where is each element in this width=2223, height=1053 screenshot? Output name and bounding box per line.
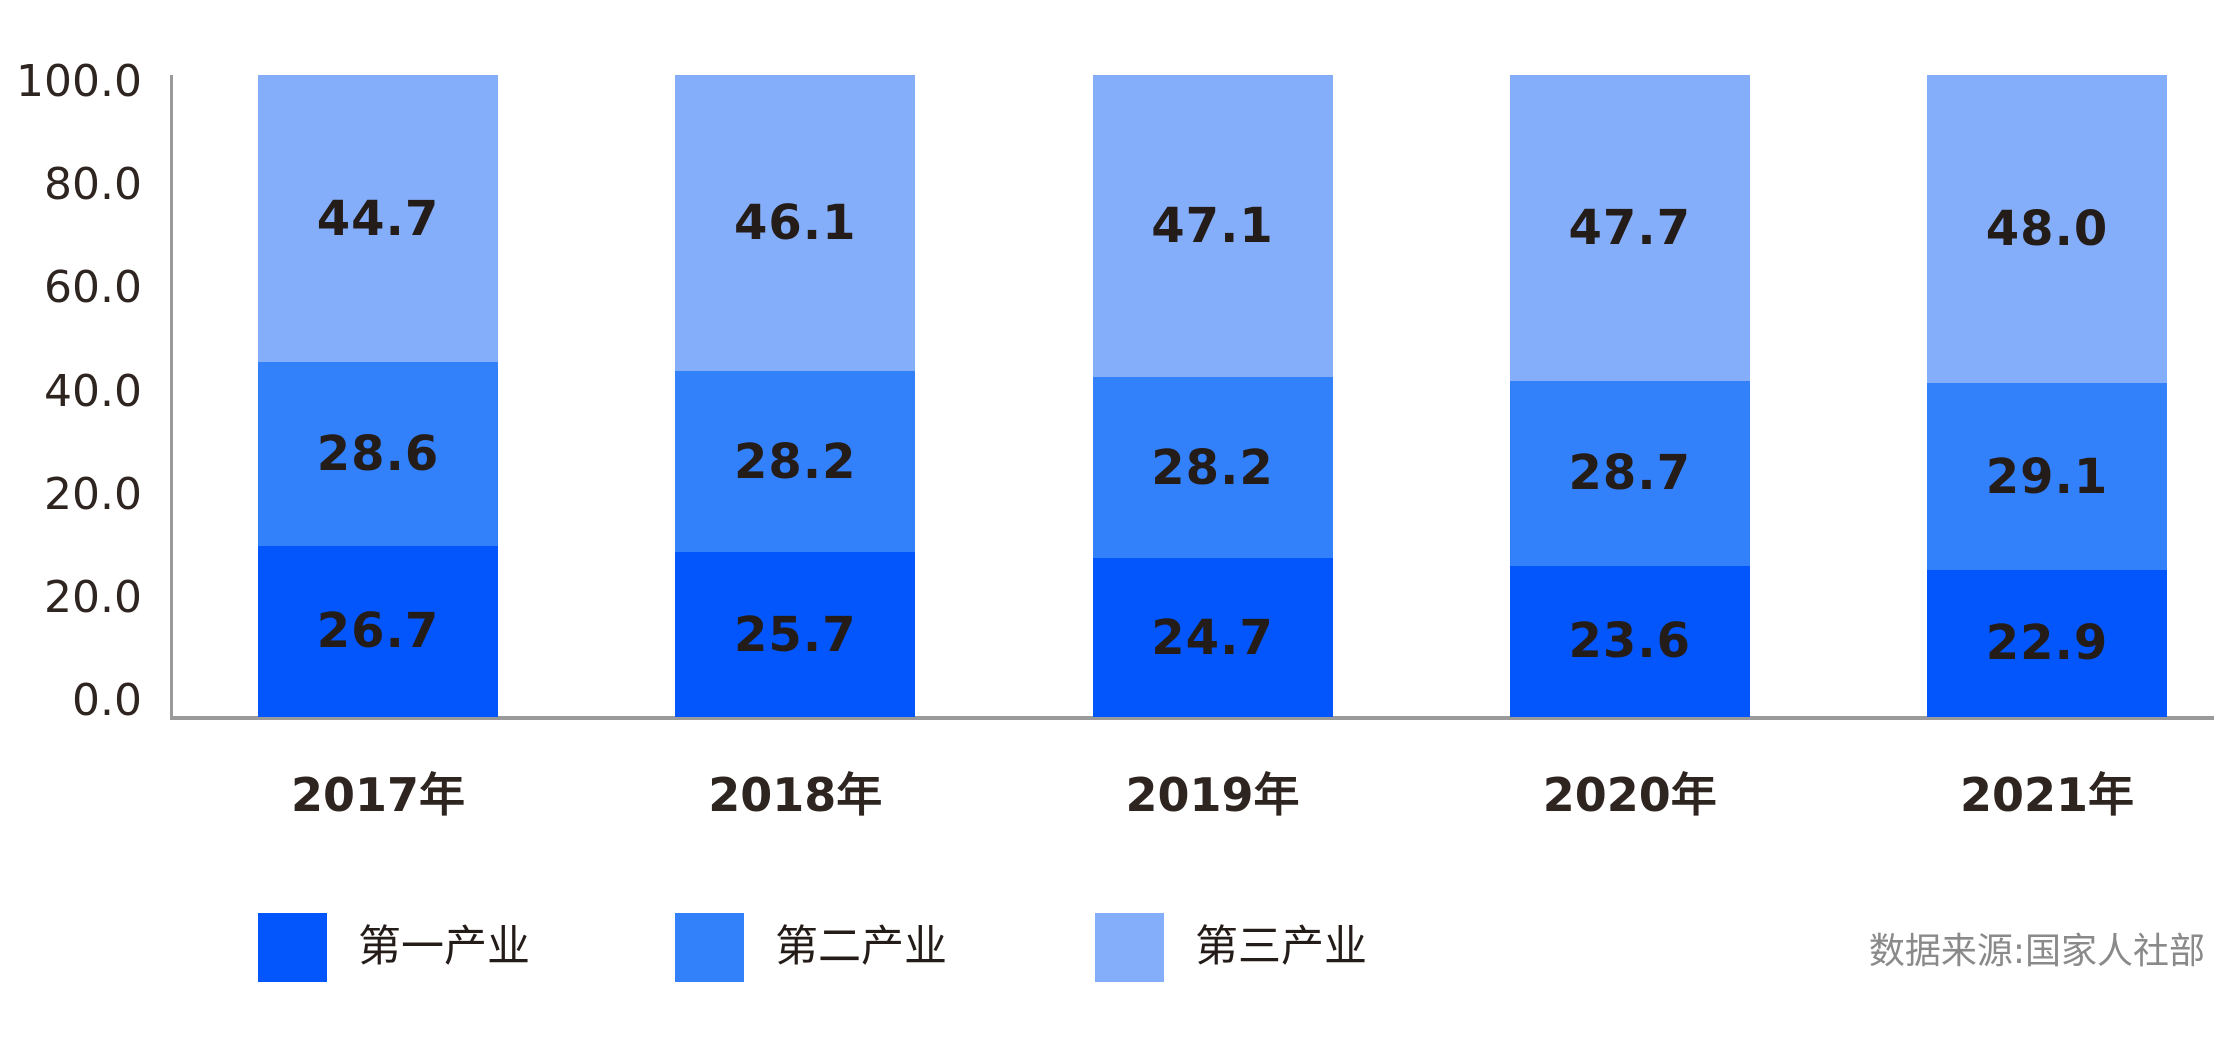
- bar-2020年: 23.6 28.7 47.7: [1509, 75, 1750, 717]
- bar-segment-第二产业: 28.2: [675, 370, 916, 553]
- bar-segment-第二产业: 29.1: [1927, 383, 2167, 570]
- bar-segment-第三产业: 44.7: [258, 75, 498, 362]
- bar-value-label: 24.7: [1151, 609, 1274, 666]
- bar-value-label: 23.6: [1568, 613, 1691, 670]
- plot-area: 26.7 28.6 44.7 25.7 28.2 46.1 24.7 28.2 47.1 23.6…: [170, 75, 2214, 720]
- bar-segment-第一产业: 26.7: [258, 545, 498, 717]
- bar-value-label: 25.7: [734, 606, 857, 663]
- legend-swatch-icon: [258, 912, 327, 982]
- y-axis-tick: 100.0: [16, 56, 142, 107]
- x-axis-tick: 2018年: [708, 768, 883, 822]
- y-axis-tick: 20.0: [44, 468, 142, 520]
- bar-segment-第一产业: 25.7: [675, 552, 916, 717]
- legend-label: 第一产业: [358, 922, 530, 972]
- bar-value-label: 29.1: [1985, 448, 2109, 505]
- data-source-note: 数据来源:国家人社部: [1868, 931, 2205, 972]
- bar-2018年: 25.7 28.2 46.1: [675, 75, 916, 717]
- legend-item-第二产业: 第二产业: [675, 912, 947, 982]
- bar-segment-第一产业: 23.6: [1509, 565, 1750, 717]
- legend-item-第一产业: 第一产业: [258, 912, 530, 982]
- legend-swatch-icon: [675, 912, 744, 982]
- y-axis-tick: 80.0: [44, 159, 142, 211]
- bar-value-label: 28.2: [1151, 439, 1274, 496]
- legend-label: 第二产业: [775, 922, 947, 972]
- y-axis-tick: 0.0: [72, 675, 142, 727]
- y-axis-line: [170, 75, 173, 720]
- bar-segment-第三产业: 47.1: [1092, 75, 1333, 378]
- bar-2019年: 24.7 28.2 47.1: [1092, 75, 1333, 717]
- x-axis-line: [173, 716, 2214, 720]
- bar-segment-第二产业: 28.6: [258, 361, 498, 546]
- x-axis-tick: 2020年: [1542, 768, 1717, 822]
- bar-value-label: 26.7: [316, 603, 440, 660]
- x-axis-tick: 2017年: [290, 768, 466, 822]
- bar-value-label: 48.0: [1985, 201, 2109, 258]
- bar-2021年: 22.9 29.1 48.0: [1927, 75, 2167, 717]
- y-axis-tick-labels: 100.0 80.0 60.0 40.0 20.0 20.0 0.0: [0, 0, 142, 1053]
- bar-2017年: 26.7 28.6 44.7: [258, 75, 498, 717]
- bar-value-label: 44.7: [316, 190, 440, 247]
- legend-label: 第三产业: [1195, 922, 1367, 972]
- bar-value-label: 46.1: [734, 194, 857, 251]
- x-axis-tick: 2021年: [1959, 768, 2135, 822]
- bar-segment-第三产业: 46.1: [675, 75, 916, 371]
- bar-segment-第二产业: 28.2: [1092, 377, 1333, 559]
- y-axis-tick: 40.0: [44, 365, 142, 417]
- bar-segment-第一产业: 24.7: [1092, 558, 1333, 717]
- bar-segment-第一产业: 22.9: [1927, 569, 2167, 717]
- bar-value-label: 22.9: [1985, 615, 2109, 672]
- chart-legend: 第一产业 第二产业 第三产业: [0, 912, 2223, 982]
- bar-value-label: 28.7: [1568, 445, 1691, 502]
- bar-value-label: 47.7: [1568, 200, 1691, 257]
- legend-item-第三产业: 第三产业: [1095, 912, 1367, 982]
- bar-segment-第三产业: 48.0: [1927, 75, 2167, 384]
- bar-value-label: 28.6: [316, 425, 440, 482]
- bar-segment-第三产业: 47.7: [1509, 75, 1750, 382]
- bar-value-label: 47.1: [1151, 198, 1274, 255]
- y-axis-tick: 60.0: [44, 262, 142, 314]
- y-axis-tick: 20.0: [44, 571, 142, 623]
- x-axis-tick: 2019年: [1125, 768, 1300, 822]
- legend-swatch-icon: [1095, 912, 1164, 982]
- bar-value-label: 28.2: [734, 433, 857, 490]
- bar-segment-第二产业: 28.7: [1509, 381, 1750, 566]
